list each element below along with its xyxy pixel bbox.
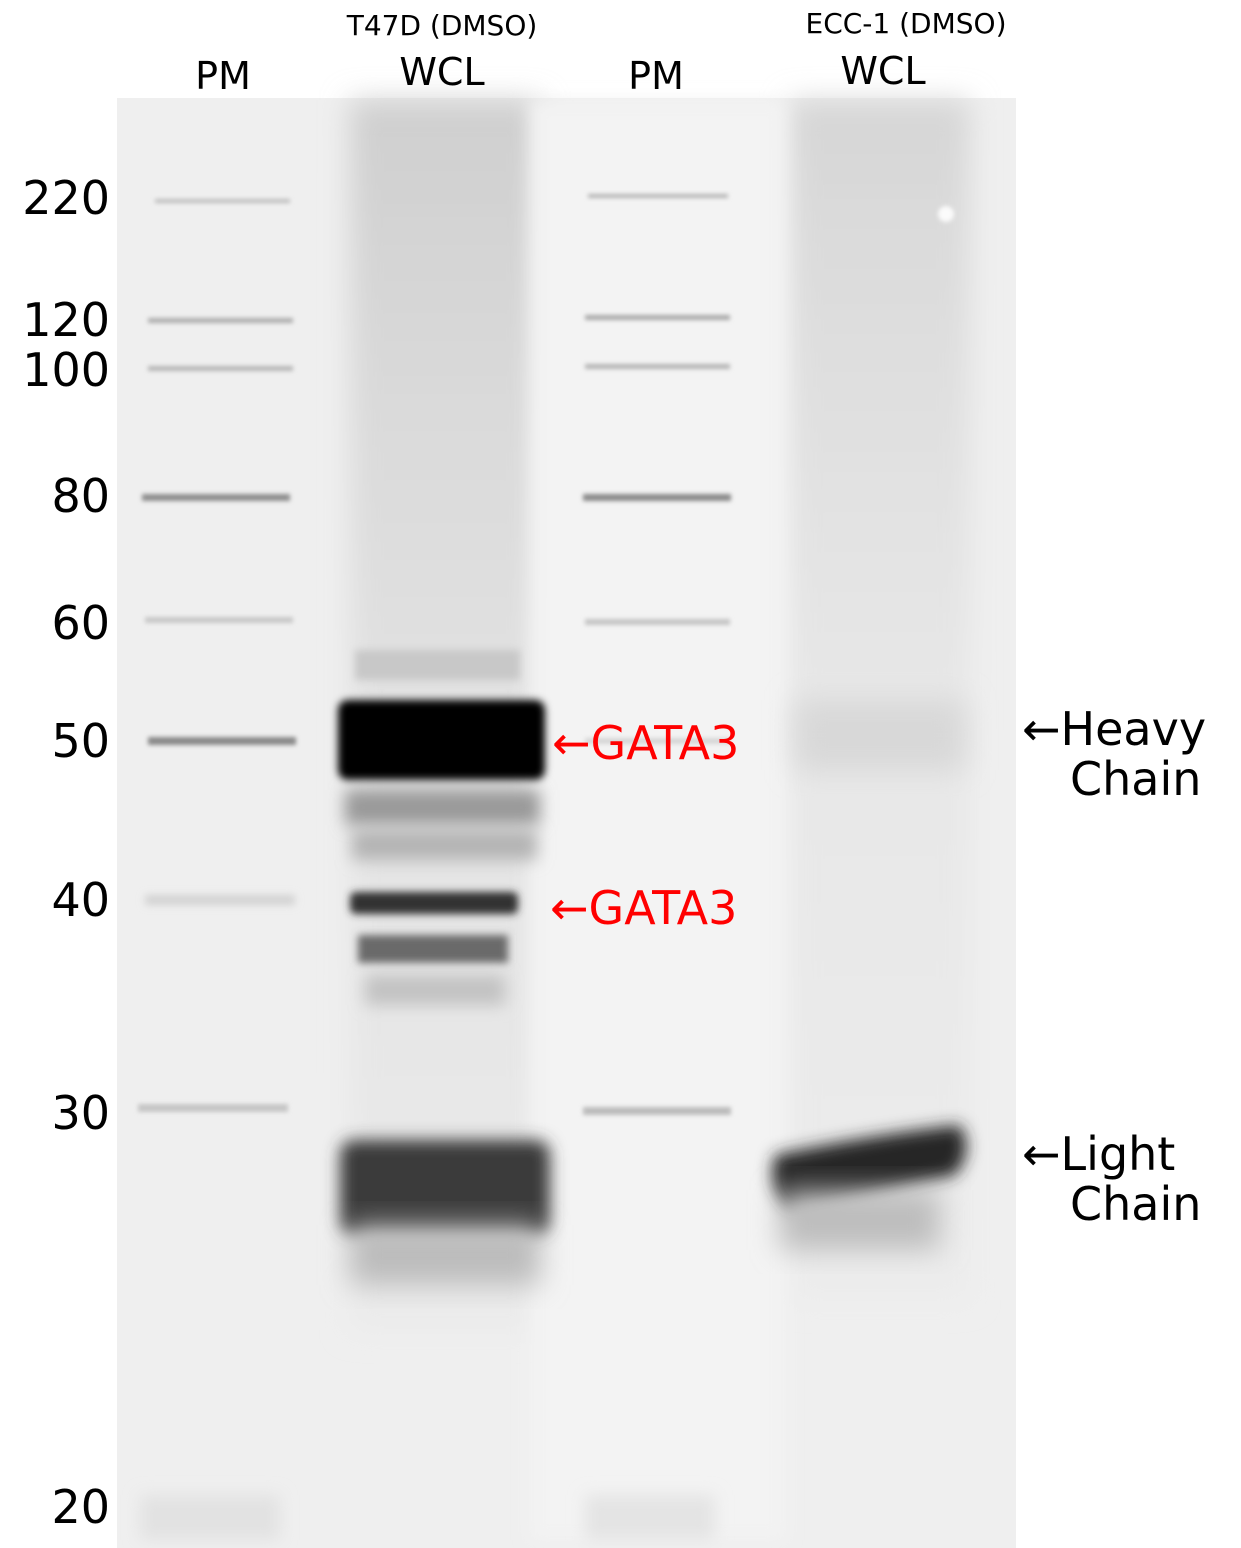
mw-marker-50: 50 (51, 714, 110, 768)
lane4-label: WCL (840, 49, 926, 93)
ladder-band (155, 199, 290, 203)
lane1-label: PM (195, 54, 251, 98)
ladder-band (145, 895, 295, 905)
mw-marker-100: 100 (22, 343, 110, 397)
lane4-sample-label: ECC-1 (DMSO) (805, 7, 1007, 40)
mw-marker-30: 30 (51, 1086, 110, 1140)
mw-marker-220: 220 (22, 171, 110, 225)
lane3-column (530, 100, 785, 1540)
lane3-label: PM (628, 54, 684, 98)
band-38 (358, 935, 508, 963)
gata3-upper-annotation: ←GATA3 (552, 716, 740, 770)
lane3-ladder (583, 194, 731, 1540)
ladder-band (138, 1104, 288, 1112)
band-upper-smudge (355, 650, 520, 680)
band-below-gata3-2 (352, 830, 537, 860)
band-35 (365, 975, 505, 1005)
heavy-chain-line2: Chain (1070, 751, 1202, 806)
mw-marker-80: 80 (51, 469, 110, 523)
band-light-chain (340, 1140, 550, 1235)
ladder-band (145, 617, 293, 623)
band-gata3-lower (350, 892, 518, 914)
lane4-bands (772, 206, 967, 1250)
gata3-lower-annotation: ←GATA3 (550, 881, 738, 935)
lane2-bands (338, 650, 550, 1285)
ladder-band (583, 1107, 731, 1115)
heavy-chain-line1: ←Heavy (1022, 702, 1207, 756)
bubble-spot (938, 206, 954, 222)
ladder-band (588, 194, 728, 198)
ladder-band (585, 619, 730, 625)
ladder-band (142, 494, 290, 501)
mw-marker-20: 20 (51, 1480, 110, 1534)
ladder-band (148, 737, 296, 745)
band-gata3-upper (338, 700, 545, 780)
light-chain-line1: ←Light (1022, 1127, 1176, 1181)
band-heavy-chain (795, 700, 965, 770)
mw-marker-120: 120 (22, 293, 110, 347)
lane2-sample-label: T47D (DMSO) (346, 9, 538, 42)
band-below-gata3 (345, 790, 540, 825)
mw-marker-60: 60 (51, 596, 110, 650)
heavy-chain-annotation: ←Heavy Chain (1022, 702, 1207, 806)
lane1-ladder (138, 199, 296, 1540)
lane2-label: WCL (399, 50, 485, 94)
ladder-band (140, 1495, 280, 1540)
ladder-band (585, 315, 730, 320)
light-chain-annotation: ←Light Chain (1022, 1127, 1202, 1231)
ladder-band (583, 494, 731, 501)
band-light-chain-tail (780, 1190, 940, 1250)
ladder-band (148, 366, 293, 371)
band-light-chain-tail (350, 1225, 540, 1285)
mw-marker-40: 40 (51, 873, 110, 927)
ladder-band (585, 1495, 715, 1540)
band-light-chain (772, 1125, 967, 1210)
ladder-band (585, 364, 730, 369)
light-chain-line2: Chain (1070, 1176, 1202, 1231)
ladder-band (585, 738, 730, 744)
ladder-band (148, 318, 293, 323)
